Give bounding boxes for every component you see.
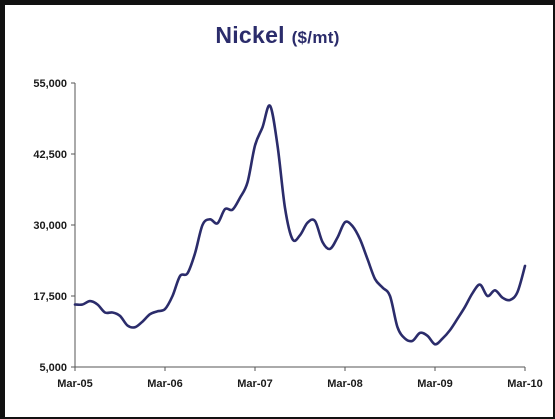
data-point: [322, 241, 324, 243]
data-point: [277, 145, 279, 147]
x-axis-ticks: Mar-05 Mar-06 Mar-07 Mar-08 Mar-09 Mar-10: [57, 367, 543, 390]
data-point: [397, 326, 399, 328]
data-point: [307, 222, 309, 224]
data-point: [254, 145, 256, 147]
x-tick-label: Mar-08: [327, 378, 362, 390]
data-point: [449, 329, 451, 331]
data-point: [434, 343, 436, 345]
data-point: [427, 335, 429, 337]
x-tick-label: Mar-05: [57, 378, 92, 390]
x-tick-label: Mar-07: [237, 378, 272, 390]
data-point: [187, 272, 189, 274]
y-tick-label: 5,000: [39, 362, 67, 374]
data-point: [329, 248, 331, 250]
data-point: [292, 238, 294, 240]
x-tick-label: Mar-06: [147, 378, 182, 390]
data-point: [314, 220, 316, 222]
data-point: [494, 290, 496, 292]
data-point: [509, 299, 511, 301]
data-point: [524, 265, 526, 267]
data-point: [502, 297, 504, 299]
x-tick-label: Mar-09: [417, 378, 452, 390]
y-tick-label: 42,500: [33, 149, 67, 161]
x-tick-label: Mar-10: [507, 378, 542, 390]
data-point: [209, 219, 211, 221]
data-point: [157, 311, 159, 313]
data-point: [217, 222, 219, 224]
data-point: [97, 304, 99, 306]
data-point: [74, 304, 76, 306]
data-point: [119, 315, 121, 317]
data-point: [239, 197, 241, 199]
data-point: [442, 338, 444, 340]
data-point: [359, 238, 361, 240]
data-point: [127, 325, 129, 327]
data-point: [142, 321, 144, 323]
data-point: [382, 287, 384, 289]
y-axis-ticks: 5,000 17,500 30,000 42,500 55,000: [33, 78, 75, 374]
data-point: [464, 306, 466, 308]
chart-title: Nickel ($/mt): [0, 22, 555, 49]
data-point: [404, 338, 406, 340]
series-layer: [73, 104, 527, 346]
data-point: [89, 300, 91, 302]
nickel-price-line: [73, 104, 527, 346]
data-point: [367, 258, 369, 260]
data-point: [517, 291, 519, 293]
y-tick-label: 55,000: [33, 78, 67, 90]
chart-title-unit: ($/mt): [291, 28, 340, 47]
data-point: [104, 312, 106, 314]
data-point: [299, 234, 301, 236]
data-point: [232, 209, 234, 211]
data-point: [269, 105, 271, 107]
data-point: [352, 225, 354, 227]
data-point: [472, 292, 474, 294]
data-point: [419, 332, 421, 334]
data-point: [202, 224, 204, 226]
data-point: [134, 326, 136, 328]
data-point: [224, 208, 226, 210]
data-point: [284, 207, 286, 209]
data-point: [457, 318, 459, 320]
data-point: [112, 312, 114, 314]
y-tick-label: 17,500: [33, 291, 67, 303]
data-point: [164, 308, 166, 310]
y-tick-label: 30,000: [33, 220, 67, 232]
data-point: [389, 295, 391, 297]
data-point: [179, 275, 181, 277]
data-point: [82, 304, 84, 306]
chart-title-text: Nickel: [215, 22, 285, 48]
data-point: [194, 253, 196, 255]
data-point: [344, 221, 346, 223]
chart-axes: [74, 83, 525, 368]
data-point: [374, 278, 376, 280]
data-point: [247, 182, 249, 184]
data-point: [479, 284, 481, 286]
data-point: [262, 127, 264, 129]
data-point: [149, 313, 151, 315]
data-point: [487, 295, 489, 297]
data-point: [172, 295, 174, 297]
data-point: [337, 237, 339, 239]
data-point: [412, 340, 414, 342]
